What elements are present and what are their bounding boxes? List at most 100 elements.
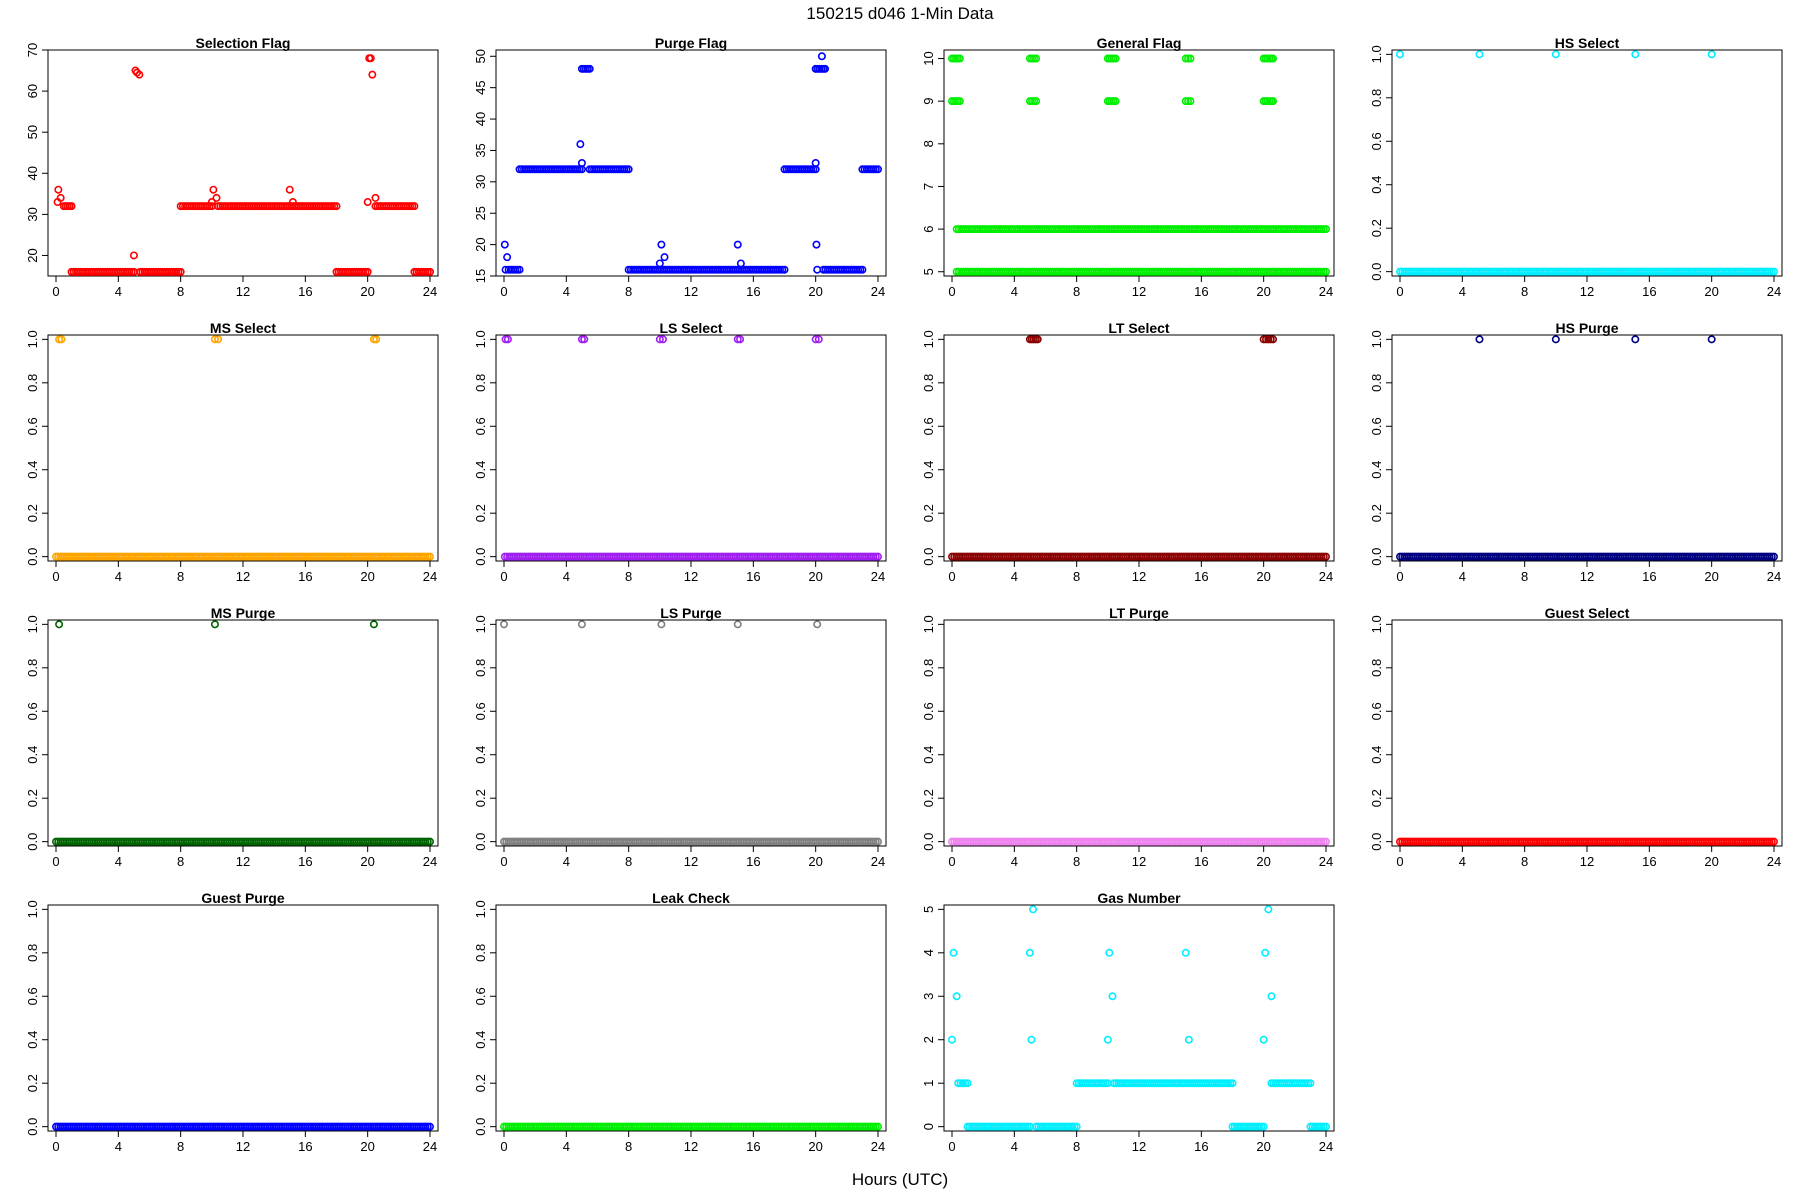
panel-title: Guest Select xyxy=(1545,605,1630,621)
y-tick-label: 0.4 xyxy=(25,461,40,479)
data-point xyxy=(207,198,216,207)
x-tick-label: 20 xyxy=(1256,854,1270,869)
data-point xyxy=(813,265,822,274)
x-tick-label: 16 xyxy=(1642,569,1656,584)
y-tick-label: 0.8 xyxy=(25,944,40,962)
panel-title: Leak Check xyxy=(652,890,730,906)
data-point xyxy=(655,335,664,344)
data-point xyxy=(1186,54,1195,63)
y-tick-label: 0.4 xyxy=(921,461,936,479)
data-point xyxy=(1181,948,1190,957)
x-tick-label: 20 xyxy=(808,1139,822,1154)
data-point xyxy=(1269,54,1278,63)
y-tick-label: 0.6 xyxy=(1369,417,1384,435)
data-point xyxy=(780,265,789,274)
x-tick-label: 20 xyxy=(360,854,374,869)
plot-frame xyxy=(47,619,439,847)
data-point xyxy=(1770,837,1779,846)
panel-title: MS Purge xyxy=(211,605,276,621)
y-tick-label: 6 xyxy=(921,225,936,232)
y-tick-label: 0.2 xyxy=(473,504,488,522)
data-point xyxy=(1228,1079,1237,1088)
x-tick-label: 8 xyxy=(625,569,632,584)
x-tick-label: 20 xyxy=(1256,1139,1270,1154)
y-tick-label: 20 xyxy=(25,248,40,262)
data-point xyxy=(369,620,378,629)
x-tick-label: 12 xyxy=(1132,569,1146,584)
plot-frame xyxy=(943,334,1335,562)
y-tick-label: 10 xyxy=(921,51,936,65)
y-tick-label: 7 xyxy=(921,183,936,190)
x-tick-label: 20 xyxy=(1704,569,1718,584)
data-point xyxy=(1551,50,1560,59)
x-tick-label: 8 xyxy=(177,569,184,584)
data-point xyxy=(873,552,882,561)
x-tick-label: 12 xyxy=(1580,284,1594,299)
data-point xyxy=(1259,1122,1268,1131)
x-tick-label: 4 xyxy=(563,569,570,584)
x-tick-label: 0 xyxy=(500,284,507,299)
y-tick-label: 0.8 xyxy=(1369,374,1384,392)
data-point xyxy=(1186,97,1195,106)
x-tick-label: 16 xyxy=(746,569,760,584)
x-tick-label: 20 xyxy=(1704,854,1718,869)
y-tick-label: 0.2 xyxy=(1369,219,1384,237)
data-point xyxy=(1770,552,1779,561)
x-tick-label: 24 xyxy=(871,284,885,299)
y-tick-label: 0.6 xyxy=(25,987,40,1005)
y-tick-label: 3 xyxy=(921,993,936,1000)
data-point xyxy=(873,1122,882,1131)
x-tick-label: 16 xyxy=(1194,854,1208,869)
data-point xyxy=(501,265,510,274)
x-tick-label: 12 xyxy=(1132,1139,1146,1154)
x-tick-label: 4 xyxy=(563,284,570,299)
data-point xyxy=(499,620,508,629)
y-tick-label: 0.2 xyxy=(25,789,40,807)
data-point xyxy=(55,620,64,629)
y-tick-label: 0.0 xyxy=(921,548,936,566)
data-point xyxy=(873,837,882,846)
x-tick-label: 4 xyxy=(1011,284,1018,299)
data-point xyxy=(660,253,669,262)
data-point xyxy=(858,265,867,274)
data-point xyxy=(425,837,434,846)
panel-title: MS Select xyxy=(210,320,276,336)
chart-panel: Leak Check 0 4 8 12 16 20 24 0.0 0.2 0.4 0.6 0.8 1.0 xyxy=(473,890,887,1154)
data-point xyxy=(811,335,820,344)
x-tick-label: 4 xyxy=(1011,1139,1018,1154)
y-tick-label: 1.0 xyxy=(473,330,488,348)
data-point xyxy=(655,259,664,268)
data-point xyxy=(813,620,822,629)
x-tick-label: 20 xyxy=(360,1139,374,1154)
y-tick-label: 0.8 xyxy=(1369,89,1384,107)
x-tick-label: 4 xyxy=(1459,569,1466,584)
panel-title: Selection Flag xyxy=(196,35,291,51)
y-tick-label: 25 xyxy=(473,206,488,220)
x-tick-label: 24 xyxy=(871,569,885,584)
chart-panel: Guest Select 0 4 8 12 16 20 24 0.0 0.2 0.4 0.6 0.8 1.… xyxy=(1369,605,1783,869)
data-point xyxy=(500,552,509,561)
data-point xyxy=(500,240,509,249)
data-point xyxy=(366,54,375,63)
x-tick-label: 0 xyxy=(52,284,59,299)
y-tick-label: 0.6 xyxy=(921,417,936,435)
y-tick-label: 0.4 xyxy=(1369,176,1384,194)
data-point xyxy=(585,64,594,73)
data-point xyxy=(1322,225,1331,234)
x-tick-label: 0 xyxy=(52,569,59,584)
data-point xyxy=(657,620,666,629)
plot-frame xyxy=(47,49,439,277)
data-point xyxy=(1707,50,1716,59)
x-tick-label: 4 xyxy=(115,854,122,869)
y-tick-label: 0.8 xyxy=(1369,659,1384,677)
data-point xyxy=(425,1122,434,1131)
x-tick-label: 0 xyxy=(500,854,507,869)
plot-frame xyxy=(943,619,1335,847)
x-tick-label: 24 xyxy=(423,854,437,869)
y-tick-label: 45 xyxy=(473,80,488,94)
data-point xyxy=(1025,948,1034,957)
y-tick-label: 0.0 xyxy=(25,833,40,851)
